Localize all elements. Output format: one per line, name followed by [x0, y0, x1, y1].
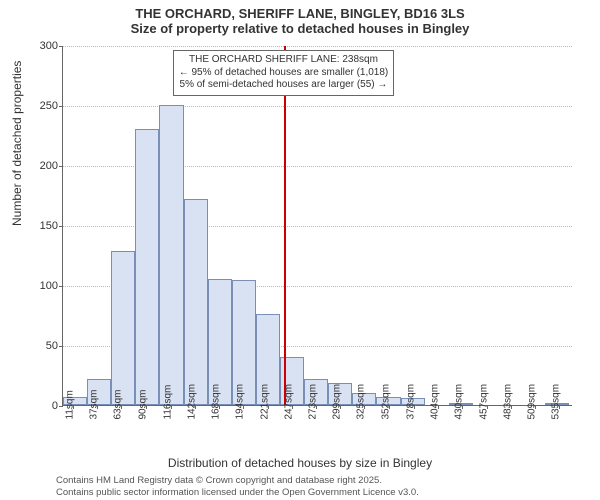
histogram-bar: [135, 129, 159, 405]
chart-title-line2: Size of property relative to detached ho…: [0, 21, 600, 36]
histogram-bar: [111, 251, 135, 405]
plot-area: THE ORCHARD SHERIFF LANE: 238sqm← 95% of…: [62, 46, 572, 406]
ytick-label: 300: [18, 40, 58, 52]
marker-annotation: THE ORCHARD SHERIFF LANE: 238sqm← 95% of…: [173, 50, 395, 96]
footer-attribution: Contains HM Land Registry data © Crown c…: [56, 475, 419, 498]
histogram-bar: [184, 199, 208, 405]
gridline: [63, 106, 572, 107]
gridline: [63, 46, 572, 47]
ytick-label: 250: [18, 100, 58, 112]
ytick-label: 0: [18, 400, 58, 412]
y-axis-label: Number of detached properties: [10, 61, 24, 226]
footer-line1: Contains HM Land Registry data © Crown c…: [56, 475, 419, 486]
ytick-label: 150: [18, 220, 58, 232]
marker-line: [284, 46, 286, 405]
ytick-label: 200: [18, 160, 58, 172]
chart-title-line1: THE ORCHARD, SHERIFF LANE, BINGLEY, BD16…: [0, 6, 600, 21]
property-size-chart: THE ORCHARD, SHERIFF LANE, BINGLEY, BD16…: [0, 0, 600, 500]
footer-line2: Contains public sector information licen…: [56, 487, 419, 498]
chart-title-block: THE ORCHARD, SHERIFF LANE, BINGLEY, BD16…: [0, 0, 600, 36]
histogram-bar: [159, 105, 183, 405]
ytick-label: 100: [18, 280, 58, 292]
x-axis-label: Distribution of detached houses by size …: [0, 456, 600, 470]
ytick-label: 50: [18, 340, 58, 352]
